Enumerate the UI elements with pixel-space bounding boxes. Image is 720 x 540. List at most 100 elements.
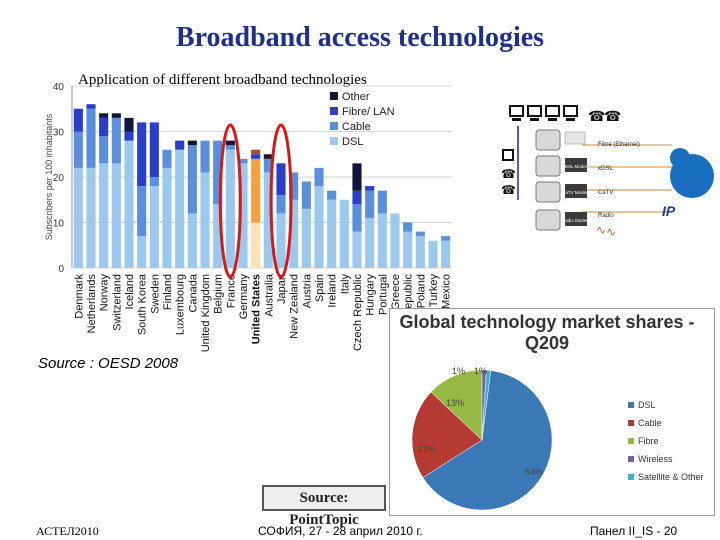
footer-organization: АСТЕЛ2010 <box>36 524 99 538</box>
bar-segment-other-united-states <box>251 149 261 155</box>
bar-segment-cable-hungary <box>365 190 375 218</box>
pie-slice-fibre <box>430 369 483 441</box>
x-tick-label: Poland <box>415 274 427 308</box>
y-tick-label: 0 <box>58 264 64 275</box>
bar-segment-dsl-luxembourg <box>175 149 185 268</box>
legend-swatch-other <box>330 92 338 100</box>
x-tick-label: South Korea <box>137 273 149 335</box>
x-tick-label: Canada <box>187 273 199 312</box>
bar-segment-cable-south-korea <box>137 186 147 237</box>
link-label: Fibre (Ethernet) <box>598 142 640 148</box>
radio-wave-icon: ∿ <box>596 223 606 237</box>
bar-segment-dsl-germany <box>238 163 248 268</box>
x-tick-label: Czech Republic <box>352 274 364 352</box>
x-tick-label: Hungary <box>365 274 377 316</box>
ip-label: IP <box>662 203 676 219</box>
bar-segment-dsl-belgium <box>213 204 223 268</box>
y-tick-label: 10 <box>53 219 65 230</box>
x-tick-label: Finland <box>162 274 174 310</box>
bar-segment-dsl-ireland <box>327 199 337 268</box>
x-tick-label: United States <box>251 274 263 344</box>
y-tick-label: 30 <box>53 128 65 139</box>
bar-segment-cable-ireland <box>327 190 337 200</box>
bar-segment-dsl-japan <box>276 213 286 268</box>
bar-segment-other-france <box>225 140 235 146</box>
bar-segment-dsl-finland <box>162 167 172 268</box>
bar-segment-fibre-lan-denmark <box>73 108 83 132</box>
x-tick-label: Australia <box>263 273 275 317</box>
bar-segment-fibre-lan-south-korea <box>137 122 147 187</box>
bar-segment-fibre-lan-united-states <box>251 154 261 159</box>
bar-segment-dsl-new-zealand <box>289 199 299 268</box>
x-tick-label: Switzerland <box>111 274 123 331</box>
computer-base-icon <box>530 118 539 121</box>
bar-segment-other-norway <box>99 113 109 118</box>
bar-segment-cable-spain <box>314 167 324 187</box>
x-tick-label: Ireland <box>327 274 339 308</box>
phone-icon: ☎ <box>588 108 605 124</box>
legend-label: Cable <box>342 121 371 133</box>
bar-segment-other-czech-republic <box>352 163 362 191</box>
bar-segment-dsl-austria <box>301 208 311 268</box>
device-box-icon <box>535 155 561 177</box>
bar-segment-cable-denmark <box>73 131 83 168</box>
pie-legend-label: DSL <box>638 400 656 410</box>
bar-segment-cable-australia <box>263 158 273 173</box>
slide-title: Broadband access technologies <box>175 22 545 53</box>
footer-event: СОФИЯ, 27 - 28 април 2010 г. <box>258 524 423 538</box>
pie-value-label: 1% <box>452 366 465 376</box>
bar-segment-fibre-lan-czech-republic <box>352 190 362 205</box>
x-tick-label: Iceland <box>124 274 136 309</box>
bar-segment-cable-canada <box>187 145 197 214</box>
modem-label: Radio Modem <box>562 218 590 223</box>
bar-segment-other-australia <box>263 154 273 159</box>
bar-segment-fibre-lan-iceland <box>124 131 134 141</box>
bar-segment-dsl-iceland <box>124 140 134 268</box>
bar-segment-dsl-republic <box>403 231 413 268</box>
bar-segment-dsl-greece <box>390 213 400 268</box>
computer-base-icon <box>548 118 557 121</box>
pie-legend-label: Fibre <box>638 436 659 446</box>
bar-segment-other-canada <box>187 140 197 146</box>
bar-segment-dsl-mexico <box>441 240 451 268</box>
bar-segment-cable-united-states <box>251 158 261 223</box>
y-tick-label: 40 <box>53 82 65 93</box>
pie-chart-title: Global technology market shares - Q209 <box>399 312 695 353</box>
phone-icon: ☎ <box>604 108 621 124</box>
x-tick-label: Italy <box>339 274 351 295</box>
bar-segment-dsl-turkey <box>428 240 438 268</box>
legend-label: Fibre/ LAN <box>342 106 395 118</box>
bar-segment-fibre-lan-japan <box>276 163 286 196</box>
bar-segment-cable-republic <box>403 222 413 232</box>
bar-segment-dsl-czech-republic <box>352 231 362 268</box>
pie-legend-label: Satellite & Other <box>638 472 704 482</box>
computer-icon <box>563 105 578 117</box>
modem-label: xDSL Modem <box>562 164 589 169</box>
bar-segment-fibre-lan-hungary <box>365 186 375 191</box>
bar-segment-cable-finland <box>162 149 172 168</box>
bar-segment-cable-czech-republic <box>352 204 362 232</box>
bar-segment-cable-belgium <box>213 140 223 205</box>
bar-segment-dsl-australia <box>263 172 273 268</box>
bar-segment-dsl-portugal <box>377 213 387 268</box>
modem-label-box <box>565 184 587 198</box>
computer-icon <box>545 105 560 117</box>
bar-segment-cable-switzerland <box>111 117 121 164</box>
x-tick-label: United Kingdom <box>200 274 212 352</box>
bar-segment-cable-germany <box>238 158 248 164</box>
bar-segment-cable-france <box>225 145 235 150</box>
source-label: Source : OESD 2008 <box>38 355 179 372</box>
device-box-icon <box>535 129 561 151</box>
link-label: Radio <box>598 213 614 219</box>
bar-segment-fibre-lan-norway <box>99 117 109 137</box>
link-label: CaTV <box>598 190 613 196</box>
bar-segment-dsl-france <box>225 149 235 268</box>
computer-base-icon <box>512 118 521 121</box>
bar-segment-dsl-denmark <box>73 167 83 268</box>
bar-segment-dsl-united-kingdom <box>200 172 210 268</box>
bar-segment-fibre-lan-netherlands <box>86 104 96 109</box>
computer-icon <box>509 105 524 117</box>
legend-label: DSL <box>342 136 363 148</box>
